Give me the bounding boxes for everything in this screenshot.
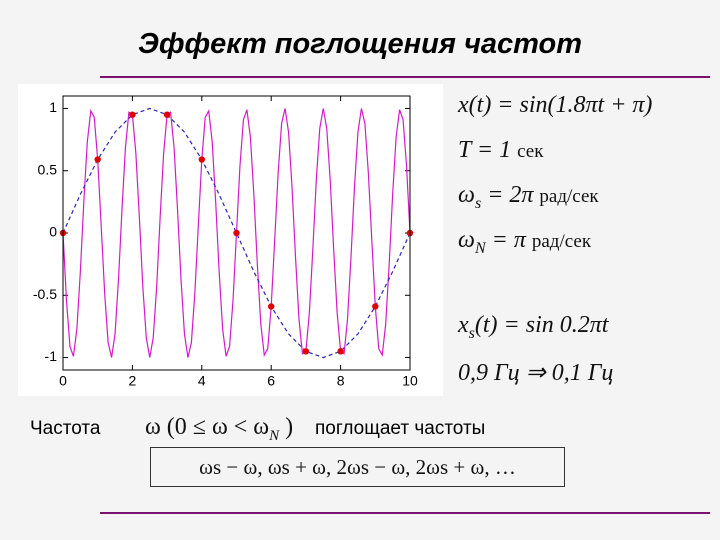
x-tick-label: 6 — [267, 373, 275, 389]
y-tick-label: 1 — [49, 99, 57, 115]
formula-part: T = 1 — [458, 137, 518, 163]
formula-sub: s — [474, 194, 482, 212]
formula-part: x — [458, 312, 469, 338]
series-line — [62, 107, 411, 359]
formula: xs(t) = sin 0.2πt — [458, 312, 608, 343]
formula-part: x(t) = sin(1.8πt + π) — [458, 92, 653, 118]
formula-sub: N — [474, 239, 486, 257]
bottom-text: поглощает частоты — [315, 418, 486, 439]
formula-sub: s — [468, 324, 475, 342]
formula: x(t) = sin(1.8πt + π) — [458, 92, 652, 119]
formula-part: ω — [458, 227, 475, 253]
formula: ωs = 2π рад/сек — [458, 182, 599, 213]
formula-part: = π — [485, 227, 532, 253]
formula: T = 1 сек — [458, 137, 543, 164]
bottom-formula: ω (0 ≤ ω < ωN ) — [145, 414, 293, 445]
formula-part: 0,9 Гц ⇒ 0,1 Гц — [458, 360, 614, 386]
formula-part: ω — [458, 182, 475, 208]
bottom-rule — [100, 512, 710, 514]
formula-part: = 2π — [481, 182, 540, 208]
x-tick-label: 2 — [129, 373, 137, 389]
y-tick-label: 0 — [49, 224, 57, 240]
y-tick-label: 0.5 — [38, 161, 58, 177]
y-tick-label: -0.5 — [33, 286, 57, 302]
y-tick-label: -1 — [45, 348, 58, 364]
axes-box — [62, 95, 411, 371]
sample-point — [129, 111, 136, 118]
formula: ωN = π рад/сек — [458, 227, 591, 258]
sample-point — [302, 348, 310, 355]
formula-part: ω (0 ≤ ω < ω — [145, 414, 270, 440]
x-tick-label: 0 — [59, 373, 67, 389]
sample-point — [268, 303, 275, 310]
boxed-formula: ωs − ω, ωs + ω, 2ωs − ω, 2ωs + ω, … — [150, 447, 565, 487]
formula: 0,9 Гц ⇒ 0,1 Гц — [458, 358, 613, 387]
x-tick-label: 4 — [198, 373, 206, 389]
sample-point — [233, 229, 240, 237]
formula-part: рад/сек — [539, 186, 599, 207]
slide-title: Эффект поглощения частот — [137, 28, 583, 60]
formula-part: рад/сек — [531, 231, 592, 252]
chart: 0 2 4 6 8 10 -1 -0.5 0 0.5 1 — [18, 84, 443, 396]
bottom-label: Частота — [30, 418, 101, 439]
sample-point — [337, 348, 344, 355]
x-tick-label: 10 — [402, 373, 418, 389]
formula-part: ) — [285, 414, 294, 440]
sample-point — [94, 156, 101, 163]
formula-part: сек — [517, 141, 544, 162]
top-rule — [100, 76, 710, 78]
sample-point — [163, 111, 171, 118]
formula-sub: N — [269, 427, 280, 444]
x-tick-label: 8 — [337, 373, 345, 389]
formula-part: (t) = sin 0.2πt — [474, 312, 609, 338]
sample-point — [198, 156, 205, 163]
sample-point — [372, 303, 379, 310]
